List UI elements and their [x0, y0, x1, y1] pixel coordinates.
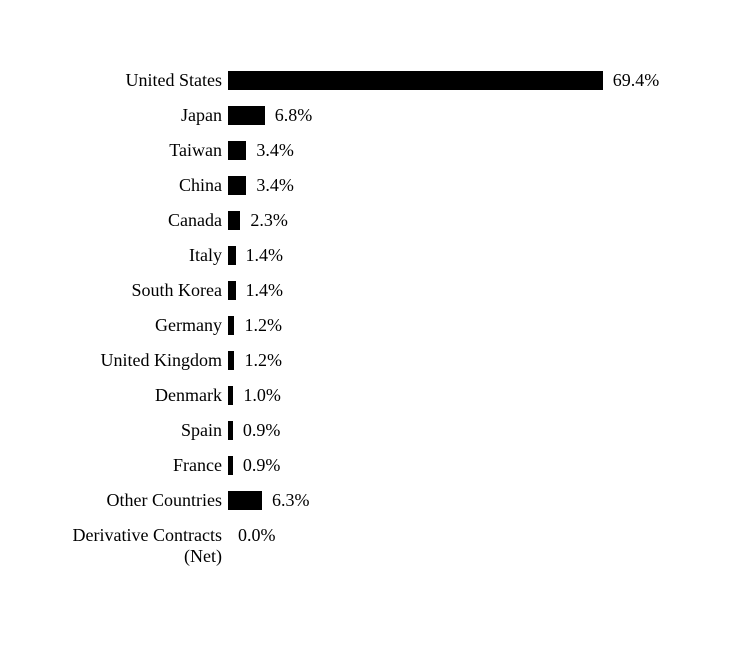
bar-label: United Kingdom: [62, 350, 222, 371]
bar-row: China 3.4%: [62, 175, 682, 196]
bar-value: 0.0%: [238, 525, 276, 546]
bar: [228, 71, 603, 90]
bar-row: Derivative Contracts (Net) 0.0%: [62, 525, 682, 566]
bar-wrap: 6.8%: [228, 105, 682, 126]
bar-wrap: 1.2%: [228, 315, 682, 336]
bar-value: 1.4%: [246, 245, 284, 266]
bar-value: 69.4%: [613, 70, 660, 91]
bar-row: Other Countries 6.3%: [62, 490, 682, 511]
bar-value: 3.4%: [256, 175, 294, 196]
bar-label: Other Countries: [62, 490, 222, 511]
bar: [228, 246, 236, 265]
bar-value: 1.0%: [243, 385, 281, 406]
bar: [228, 351, 234, 370]
bar-row: Japan 6.8%: [62, 105, 682, 126]
bar-row: Denmark 1.0%: [62, 385, 682, 406]
bar-row: Italy 1.4%: [62, 245, 682, 266]
bar-wrap: 0.9%: [228, 455, 682, 476]
bar: [228, 491, 262, 510]
bar-value: 3.4%: [256, 140, 294, 161]
bar: [228, 281, 236, 300]
bar-wrap: 0.9%: [228, 420, 682, 441]
bar-value: 1.2%: [244, 350, 282, 371]
bar-wrap: 3.4%: [228, 175, 682, 196]
bar-row: Taiwan 3.4%: [62, 140, 682, 161]
bar-value: 1.4%: [246, 280, 284, 301]
bar-label: United States: [62, 70, 222, 91]
bar-wrap: 0.0%: [228, 525, 682, 546]
bar-row: South Korea 1.4%: [62, 280, 682, 301]
bar: [228, 456, 233, 475]
bar-wrap: 6.3%: [228, 490, 682, 511]
bar-row: France 0.9%: [62, 455, 682, 476]
bar-value: 0.9%: [243, 455, 281, 476]
bar-wrap: 1.4%: [228, 280, 682, 301]
bar-label: Canada: [62, 210, 222, 231]
bar: [228, 316, 234, 335]
bar: [228, 106, 265, 125]
bar-wrap: 1.4%: [228, 245, 682, 266]
bar-label: Taiwan: [62, 140, 222, 161]
bar: [228, 386, 233, 405]
bar-value: 0.9%: [243, 420, 281, 441]
bar: [228, 211, 240, 230]
bar-label: China: [62, 175, 222, 196]
bar-wrap: 1.0%: [228, 385, 682, 406]
bar-row: United Kingdom 1.2%: [62, 350, 682, 371]
bar-value: 2.3%: [250, 210, 288, 231]
bar: [228, 141, 246, 160]
bar-row: Germany 1.2%: [62, 315, 682, 336]
bar-label: France: [62, 455, 222, 476]
bar-label: Japan: [62, 105, 222, 126]
bar-row: United States 69.4%: [62, 70, 682, 91]
bar-wrap: 3.4%: [228, 140, 682, 161]
bar: [228, 176, 246, 195]
bar-wrap: 1.2%: [228, 350, 682, 371]
bar-label: Italy: [62, 245, 222, 266]
bar-label: Spain: [62, 420, 222, 441]
bar-wrap: 69.4%: [228, 70, 682, 91]
bar-row: Spain 0.9%: [62, 420, 682, 441]
bar-label: South Korea: [62, 280, 222, 301]
bar-label: Derivative Contracts (Net): [62, 525, 222, 566]
bar-value: 1.2%: [244, 315, 282, 336]
country-allocation-chart: United States69.4%Japan6.8%Taiwan3.4%Chi…: [62, 70, 682, 566]
bar-value: 6.3%: [272, 490, 310, 511]
bar-label: Denmark: [62, 385, 222, 406]
bar-label: Germany: [62, 315, 222, 336]
bar-wrap: 2.3%: [228, 210, 682, 231]
bar-row: Canada 2.3%: [62, 210, 682, 231]
bar: [228, 421, 233, 440]
bar-value: 6.8%: [275, 105, 313, 126]
